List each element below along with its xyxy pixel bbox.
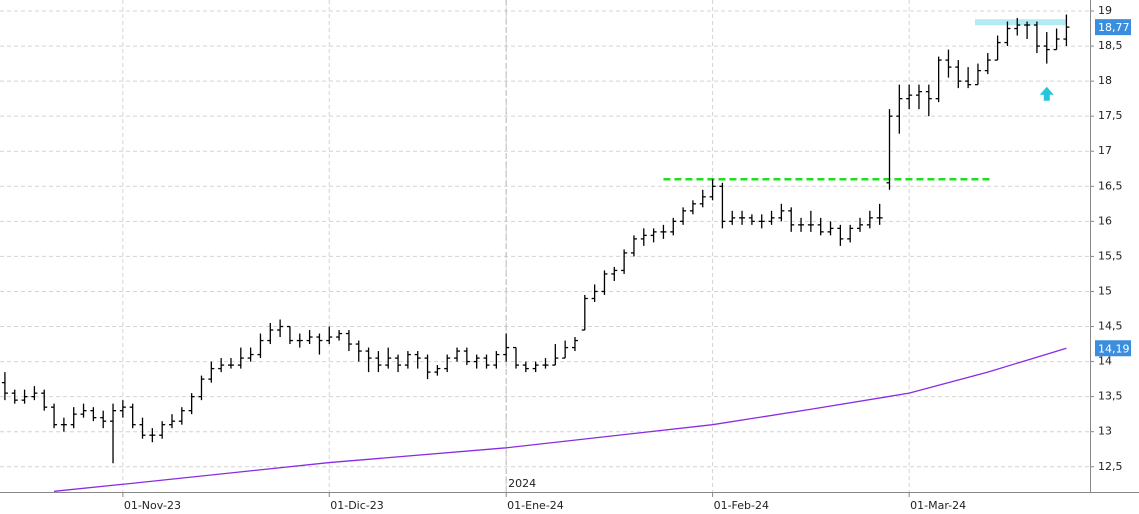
y-tick-label: 19 — [1098, 4, 1112, 17]
y-tick-label: 13 — [1098, 425, 1112, 438]
highlight-band — [975, 19, 1067, 26]
moving-average-line — [53, 347, 1067, 492]
x-tick-label: 01-Mar-24 — [910, 499, 966, 512]
x-tick-label: 01-Dic-23 — [330, 499, 384, 512]
y-tick-label: 16 — [1098, 214, 1112, 227]
x-tick-label: 01-Nov-23 — [124, 499, 181, 512]
y-tick-label: 14 — [1098, 355, 1112, 368]
y-tick-label: 15,5 — [1098, 249, 1123, 262]
y-tick-label: 15 — [1098, 284, 1112, 297]
y-tick-label: 12,5 — [1098, 460, 1123, 473]
y-tick-label: 16,5 — [1098, 179, 1123, 192]
price-label-box — [1095, 19, 1131, 36]
year-label: 2024 — [508, 477, 536, 490]
price-label: 18,77 — [1098, 21, 1130, 34]
y-tick-label: 17 — [1098, 144, 1112, 157]
price-label-box — [1095, 340, 1131, 357]
y-tick-label: 14,5 — [1098, 320, 1123, 333]
price-label: 14,19 — [1098, 342, 1130, 355]
y-tick-label: 13,5 — [1098, 390, 1123, 403]
y-tick-label: 18 — [1098, 74, 1112, 87]
up-arrow — [1039, 86, 1054, 101]
y-tick-label: 18,5 — [1098, 39, 1123, 52]
x-tick-label: 01-Ene-24 — [507, 499, 564, 512]
y-tick-label: 17,5 — [1098, 109, 1123, 122]
x-tick-label: 01-Feb-24 — [714, 499, 769, 512]
